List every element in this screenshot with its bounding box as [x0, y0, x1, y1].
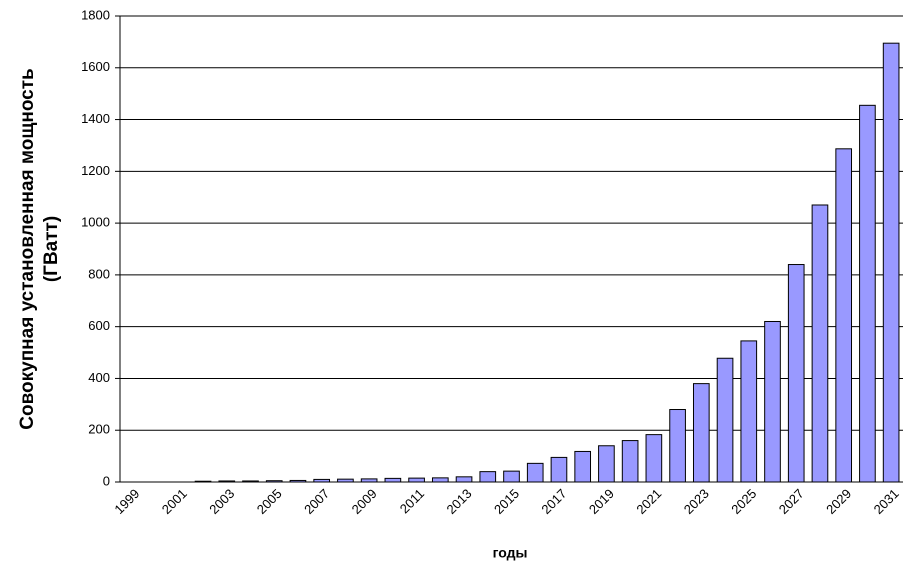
bar: [645, 434, 663, 483]
bar: [526, 462, 544, 483]
x-tick-label: 2031: [871, 486, 902, 517]
bar: [408, 477, 425, 483]
bar: [787, 264, 805, 483]
x-tick-label: 2007: [301, 486, 332, 517]
bar: [550, 456, 568, 483]
x-tick-label: 2005: [254, 486, 285, 517]
x-tick-label: 2015: [491, 486, 522, 517]
y-tick-label: 200: [88, 422, 110, 437]
y-tick-label: 600: [88, 318, 110, 333]
bar: [598, 445, 615, 483]
bar: [882, 42, 900, 483]
y-tick-label: 1000: [81, 215, 110, 230]
bar: [811, 204, 829, 483]
bar: [716, 357, 734, 483]
x-tick-label: 2029: [823, 486, 854, 517]
bar: [384, 477, 402, 483]
x-tick-label: 2013: [444, 486, 475, 517]
y-tick-label: 800: [88, 266, 110, 281]
bar: [764, 320, 781, 483]
y-tick-label: 1400: [81, 111, 110, 126]
y-tick-label: 1200: [81, 163, 110, 178]
y-tick-label: 1800: [81, 7, 110, 22]
bar: [574, 450, 592, 483]
bar: [859, 104, 876, 483]
bar: [503, 470, 520, 483]
x-tick-label: 2023: [681, 486, 712, 517]
y-tick-label: 1600: [81, 59, 110, 74]
bar: [431, 477, 449, 483]
x-tick-label: 2027: [776, 486, 807, 517]
x-tick-label: 2009: [349, 486, 380, 517]
bar: [692, 383, 710, 483]
y-tick-label: 0: [103, 473, 110, 488]
x-tick-label: 2021: [633, 486, 664, 517]
x-tick-label: 2001: [159, 486, 190, 517]
x-tick-label: 2011: [397, 486, 427, 516]
x-axis-title: годы: [493, 545, 528, 561]
x-tick-label: 2019: [586, 486, 617, 517]
bar: [479, 471, 497, 483]
bar: [740, 340, 758, 483]
bar: [455, 476, 473, 483]
bar: [621, 440, 639, 483]
x-tick-label: 2017: [538, 486, 569, 517]
bar: [835, 148, 853, 483]
y-tick-label: 400: [88, 370, 110, 385]
bar: [669, 409, 686, 483]
x-tick-label: 1999: [111, 486, 142, 517]
x-tick-label: 2025: [728, 486, 759, 517]
y-axis-title-line: (ГВатт): [41, 216, 62, 282]
y-axis-title: Совокупная установленная мощность (ГВатт…: [17, 68, 62, 429]
x-tick-label: 2003: [206, 486, 237, 517]
y-axis-title-line: Совокупная установленная мощность: [17, 68, 38, 429]
